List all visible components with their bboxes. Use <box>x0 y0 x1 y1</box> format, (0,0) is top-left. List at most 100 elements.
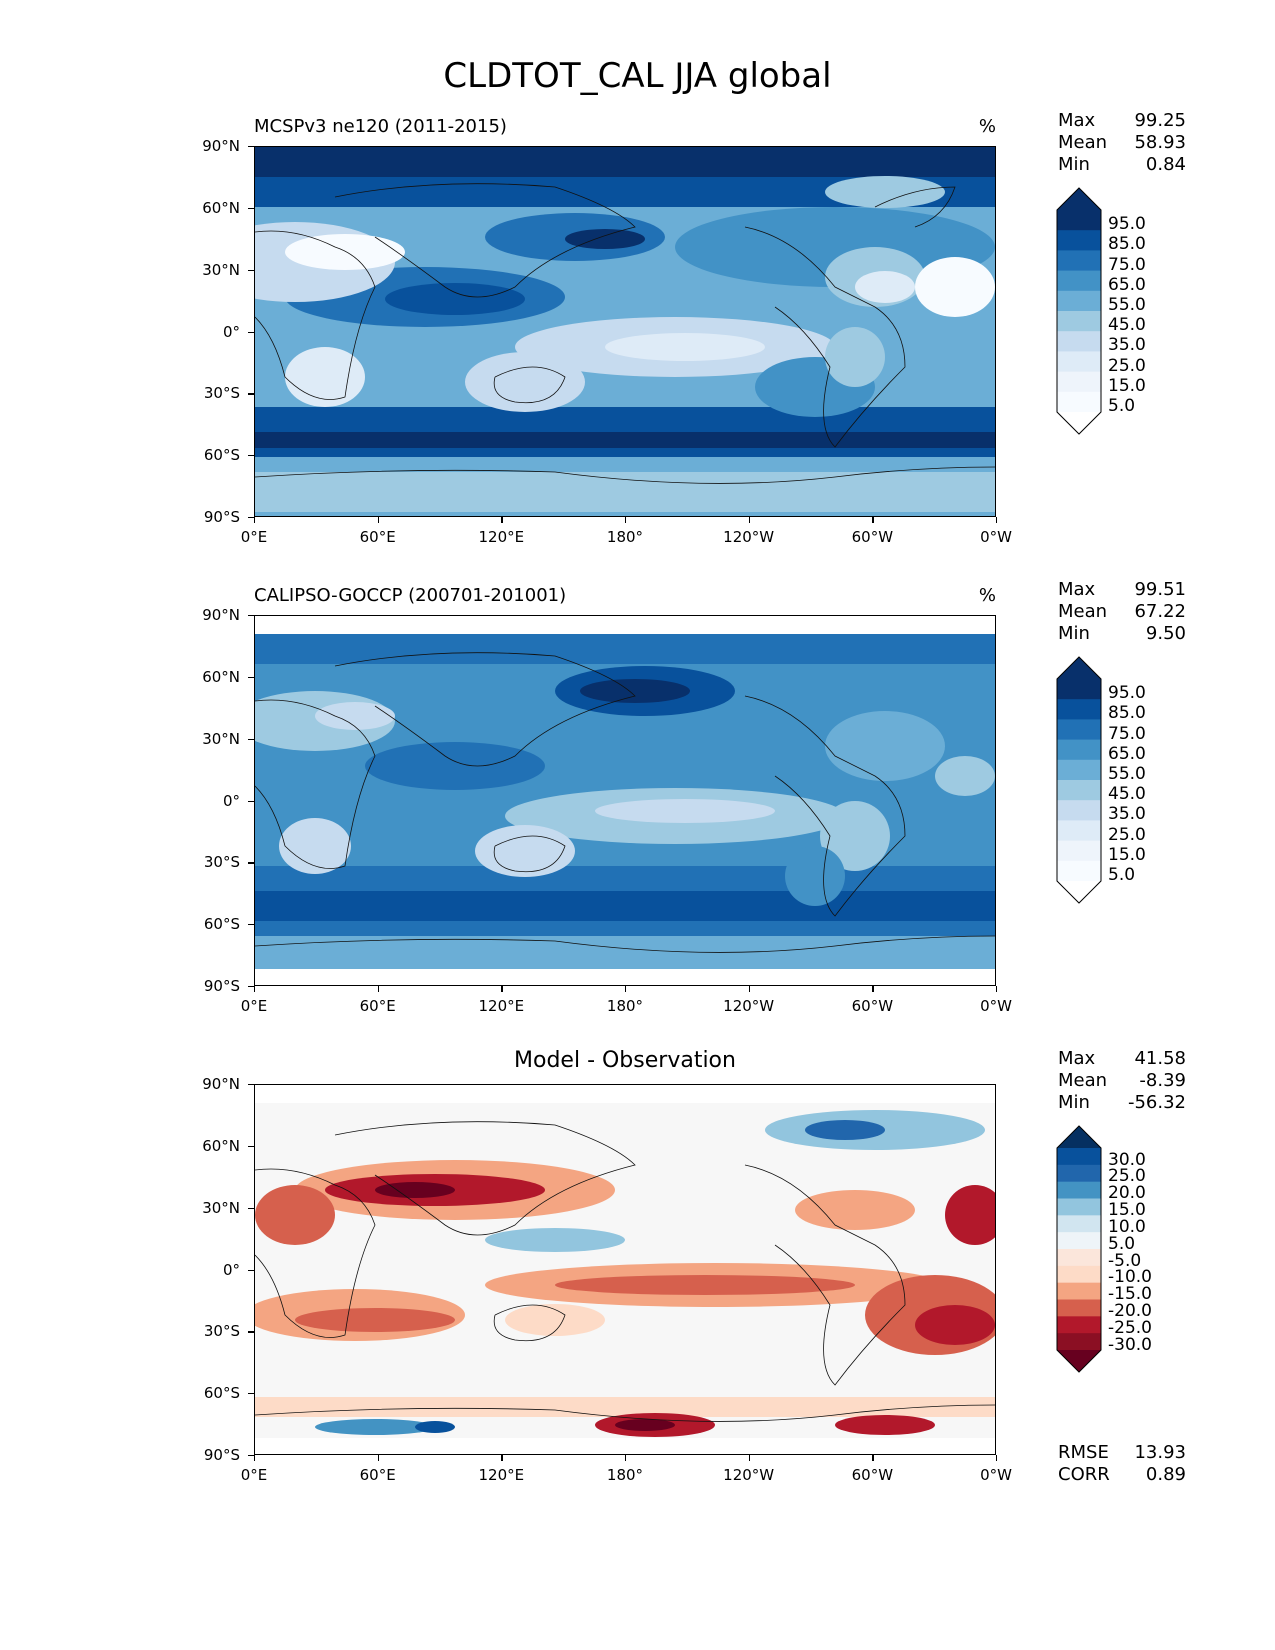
panel-title: Model - Observation <box>514 1048 736 1073</box>
colorbar-extend-bottom <box>1057 881 1101 903</box>
panel-title: MCSPv3 ne120 (2011-2015) <box>254 116 507 137</box>
colorbar-tick-label: 30.0 <box>1108 1149 1146 1170</box>
stat-max: Max 99.25 <box>1058 110 1186 131</box>
y-tick-label: 60°S <box>203 446 240 465</box>
y-tick-mark <box>248 393 254 395</box>
colorbar-segment <box>1057 1164 1101 1183</box>
panel-model: MCSPv3 ne120 (2011-2015) % <box>0 110 1275 588</box>
colorbar-tick-label: 65.0 <box>1108 743 1146 764</box>
y-tick-mark <box>248 455 254 457</box>
colorbar-segment <box>1057 250 1101 272</box>
colorbar-segment <box>1057 351 1101 373</box>
panel-title: CALIPSO-GOCCP (200701-201001) <box>254 585 567 606</box>
y-tick-mark <box>248 517 254 519</box>
stats-box: Max 99.51 Mean 67.22 Min 9.50 <box>1058 579 1186 645</box>
stat-rmse: RMSE 13.93 <box>1058 1442 1186 1463</box>
colorbar-segment <box>1057 230 1101 251</box>
y-tick-mark <box>248 1393 254 1395</box>
colorbar-segment <box>1057 391 1101 413</box>
y-tick-label: 30°S <box>203 853 240 872</box>
colorbar-segment <box>1057 1198 1101 1216</box>
colorbar-tick-label: 95.0 <box>1108 683 1146 704</box>
colorbar-segment <box>1057 1215 1101 1233</box>
colorbar-segment <box>1057 840 1101 862</box>
colorbar-tick-label: 65.0 <box>1108 274 1146 295</box>
colorbar-tick-label: 85.0 <box>1108 234 1146 255</box>
x-tick-mark <box>748 1455 750 1461</box>
colorbar-segment <box>1057 290 1101 312</box>
colorbar-segment <box>1057 679 1101 700</box>
y-tick-mark <box>248 207 254 210</box>
stat-mean: Mean 67.22 <box>1058 601 1186 622</box>
x-tick-mark <box>501 517 503 523</box>
colorbar-tick-label: 15.0 <box>1108 844 1146 865</box>
colorbar <box>1056 187 1102 435</box>
x-tick-label: 180° <box>606 997 644 1015</box>
colorbar-tick-label: -25.0 <box>1108 1317 1152 1338</box>
y-tick-mark <box>248 1269 254 1271</box>
x-tick-mark <box>625 517 627 523</box>
x-tick-mark <box>254 986 256 992</box>
map-plot-area <box>254 1084 996 1455</box>
y-tick-label: 0° <box>222 1260 240 1279</box>
y-tick-mark <box>248 331 254 333</box>
colorbar-tick-label: 5.0 <box>1108 864 1136 885</box>
y-tick-label: 90°N <box>202 606 240 624</box>
y-tick-mark <box>248 924 254 926</box>
y-tick-mark <box>248 800 254 802</box>
x-tick-mark <box>377 517 379 523</box>
y-tick-label: 30°N <box>202 729 240 748</box>
colorbar-segment <box>1057 1265 1101 1284</box>
colorbar-segment <box>1057 1282 1101 1300</box>
y-tick-label: 60°N <box>202 198 240 217</box>
stat-min: Min 0.84 <box>1058 154 1186 175</box>
colorbar-tick-label: 55.0 <box>1108 763 1146 784</box>
x-tick-mark <box>872 517 874 523</box>
y-tick-label: 30°S <box>203 384 240 403</box>
stats-box: Max 41.58 Mean -8.39 Min -56.32 <box>1058 1048 1186 1114</box>
colorbar-segment <box>1057 1299 1101 1317</box>
x-tick-label: 60°E <box>359 1466 396 1484</box>
x-tick-label: 60°E <box>359 997 396 1015</box>
colorbar-tick-label: 5.0 <box>1108 1233 1136 1254</box>
x-tick-label: 60°W <box>851 997 894 1015</box>
colorbar-tick-label: -20.0 <box>1108 1301 1152 1322</box>
colorbar <box>1056 656 1102 904</box>
x-tick-label: 120°W <box>723 528 775 546</box>
stat-min: Min -56.32 <box>1058 1092 1186 1113</box>
stat-corr: CORR 0.89 <box>1058 1464 1186 1485</box>
colorbar-tick-label: 35.0 <box>1108 335 1146 356</box>
x-tick-label: 120°E <box>478 528 525 546</box>
x-tick-label: 60°W <box>851 1466 894 1484</box>
colorbar-segment <box>1057 1333 1101 1351</box>
colorbar-segment <box>1057 1249 1101 1267</box>
colorbar-outline <box>1056 187 1102 435</box>
x-tick-mark <box>377 986 379 992</box>
colorbar-tick-label: 15.0 <box>1108 375 1146 396</box>
y-tick-mark <box>248 615 254 617</box>
colorbar-segment <box>1057 270 1101 292</box>
y-tick-mark <box>248 862 254 864</box>
colorbar-segment <box>1057 371 1101 393</box>
colorbar-outline <box>1056 1125 1102 1373</box>
stat-min: Min 9.50 <box>1058 623 1186 644</box>
colorbar-segment <box>1057 820 1101 842</box>
colorbar-tick-label: -15.0 <box>1108 1284 1152 1305</box>
stat-max: Max 99.51 <box>1058 579 1186 600</box>
colorbar-segment <box>1057 210 1101 231</box>
x-tick-label: 0°E <box>240 1466 268 1484</box>
colorbar-tick-label: -30.0 <box>1108 1334 1152 1355</box>
y-tick-label: 30°S <box>203 1322 240 1341</box>
colorbar-tick-label: 15.0 <box>1108 1200 1146 1221</box>
x-tick-label: 0°E <box>240 997 268 1015</box>
x-tick-label: 120°W <box>723 1466 775 1484</box>
x-tick-label: 60°W <box>851 528 894 546</box>
x-tick-label: 0°W <box>980 997 1012 1015</box>
colorbar-segment <box>1057 800 1101 821</box>
x-tick-mark <box>501 986 503 992</box>
colorbar-tick-label: 85.0 <box>1108 703 1146 724</box>
colorbar-segment <box>1057 1316 1101 1334</box>
colorbar-segment <box>1057 719 1101 741</box>
y-tick-mark <box>248 738 254 740</box>
x-tick-mark <box>748 517 750 523</box>
